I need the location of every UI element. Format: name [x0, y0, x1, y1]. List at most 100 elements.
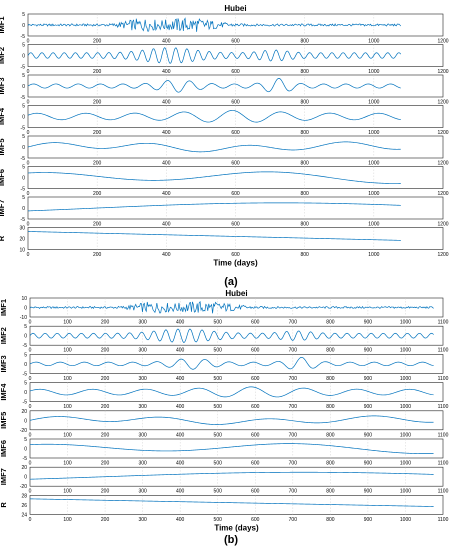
- x-tick-label: 600: [251, 348, 260, 354]
- x-tick-label: 800: [300, 100, 309, 106]
- x-tick-label: 1000: [368, 39, 379, 45]
- x-tick-label: 600: [251, 517, 260, 523]
- series-label-imf5: IMF5: [0, 138, 6, 155]
- x-tick-label: 100: [63, 461, 72, 467]
- x-tick-label: 800: [300, 39, 309, 45]
- x-tick-label: 800: [300, 191, 309, 197]
- y-tick-label: 5: [22, 134, 25, 140]
- x-tick-label: 200: [101, 376, 110, 382]
- x-tick-label: 0: [29, 432, 32, 438]
- y-tick-label: 0: [22, 23, 25, 29]
- series-label-imf6: IMF6: [0, 440, 8, 457]
- x-tick-label: 200: [101, 404, 110, 410]
- y-tick-label: 0: [24, 418, 27, 424]
- series-line-imf5: [27, 141, 401, 153]
- x-tick-label: 1000: [400, 489, 411, 495]
- y-tick-label: -5: [21, 65, 26, 71]
- x-tick-label: 1100: [438, 348, 449, 354]
- x-tick-label: 900: [364, 489, 373, 495]
- x-tick-label: 300: [138, 320, 147, 326]
- x-tick-label: 400: [176, 320, 185, 326]
- x-tick-label: 500: [214, 404, 223, 410]
- x-tick-label: 700: [289, 320, 298, 326]
- y-tick-label: 5: [22, 43, 25, 49]
- y-tick-label: -5: [23, 371, 28, 377]
- y-tick-label: 5: [24, 352, 27, 358]
- x-tick-label: 0: [29, 320, 32, 326]
- x-tick-label: 600: [231, 222, 240, 228]
- x-tick-label: 100: [63, 517, 72, 523]
- subplot-frame-imf6: [29, 438, 444, 459]
- x-tick-label: 1100: [438, 432, 449, 438]
- y-tick-label: 5: [22, 73, 25, 79]
- y-tick-label: 20: [21, 409, 27, 415]
- x-tick-label: 0: [27, 252, 30, 258]
- series-line-imf2: [29, 328, 434, 343]
- series-label-imf1: IMF1: [0, 16, 6, 33]
- x-tick-label: 0: [27, 130, 30, 136]
- subplot-frame-imf4: [29, 382, 444, 402]
- x-tick-label: 600: [231, 252, 240, 258]
- y-tick-label: 20: [19, 237, 25, 243]
- y-tick-label: 0: [22, 54, 25, 60]
- x-tick-label: 1100: [438, 461, 449, 467]
- x-tick-label: 1100: [438, 376, 449, 382]
- y-tick-label: 5: [24, 381, 27, 387]
- x-tick-label: 300: [138, 517, 147, 523]
- y-tick-label: 0: [22, 145, 25, 151]
- y-tick-label: 26: [21, 503, 27, 509]
- x-tick-label: 1200: [437, 191, 448, 197]
- series-label-imf7: IMF7: [0, 468, 8, 485]
- x-tick-label: 0: [27, 69, 30, 75]
- y-tick-label: 10: [21, 296, 27, 302]
- x-tick-label: 0: [29, 348, 32, 354]
- x-tick-label: 500: [214, 432, 223, 438]
- x-tick-label: 400: [162, 39, 171, 45]
- x-tick-label: 400: [176, 517, 185, 523]
- x-tick-label: 0: [29, 489, 32, 495]
- x-tick-label: 0: [29, 517, 32, 523]
- x-tick-label: 700: [289, 432, 298, 438]
- x-tick-label: 1200: [437, 100, 448, 106]
- x-tick-label: 200: [101, 348, 110, 354]
- series-line-imf1: [29, 300, 434, 314]
- x-tick-label: 0: [29, 376, 32, 382]
- x-tick-label: 100: [63, 404, 72, 410]
- x-tick-label: 500: [214, 376, 223, 382]
- x-tick-label: 200: [101, 489, 110, 495]
- y-tick-label: 0: [22, 206, 25, 212]
- x-tick-label: 700: [289, 348, 298, 354]
- x-tick-label: 600: [251, 376, 260, 382]
- x-tick-label: 1100: [438, 489, 449, 495]
- y-tick-label: -5: [21, 156, 26, 162]
- series-line-imf5: [29, 415, 434, 425]
- x-tick-label: 800: [326, 376, 335, 382]
- x-tick-label: 900: [364, 376, 373, 382]
- x-tick-label: 200: [93, 69, 102, 75]
- x-tick-label: 400: [162, 69, 171, 75]
- x-tick-label: 800: [326, 320, 335, 326]
- x-tick-label: 1100: [438, 517, 449, 523]
- y-tick-label: -5: [23, 400, 28, 406]
- x-tick-label: 1000: [368, 191, 379, 197]
- x-tick-label: 900: [364, 320, 373, 326]
- y-tick-label: -20: [20, 484, 27, 490]
- subplot-frame-imf1: [29, 297, 444, 318]
- series-line-imf3: [29, 356, 434, 370]
- series-line-imf4: [29, 386, 434, 398]
- x-tick-label: 300: [138, 348, 147, 354]
- x-tick-label: 1000: [368, 252, 379, 258]
- x-tick-label: 400: [162, 252, 171, 258]
- x-tick-label: 600: [231, 130, 240, 136]
- x-tick-label: 800: [326, 489, 335, 495]
- series-line-imf3: [27, 78, 401, 93]
- x-tick-label: 900: [364, 461, 373, 467]
- x-tick-label: 200: [93, 130, 102, 136]
- x-tick-label: 800: [300, 222, 309, 228]
- y-tick-label: 0: [24, 390, 27, 396]
- x-tick-label: 0: [29, 404, 32, 410]
- x-tick-label: 200: [101, 320, 110, 326]
- x-tick-label: 1200: [437, 222, 448, 228]
- x-tick-label: 600: [231, 39, 240, 45]
